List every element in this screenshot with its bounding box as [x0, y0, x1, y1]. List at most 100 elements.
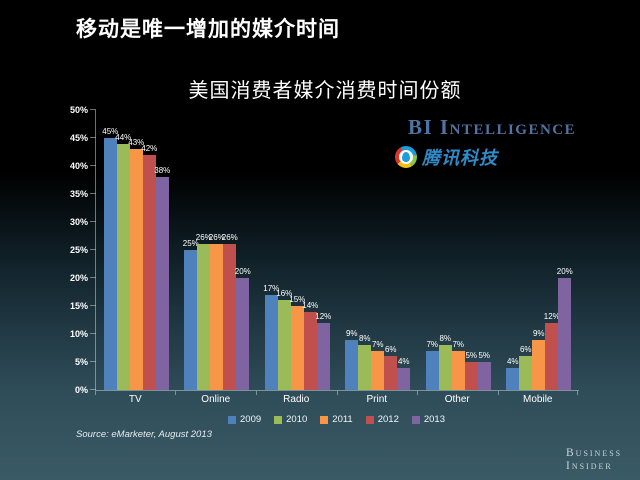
- legend-swatch: [228, 415, 236, 424]
- bar-column: 16%: [276, 110, 293, 390]
- bar-value-label: 5%: [465, 351, 478, 360]
- bar: [129, 149, 143, 390]
- bi-intelligence-logo: BI Intelligence: [408, 115, 577, 139]
- bar-value-label: 16%: [276, 289, 293, 299]
- category-label: Mobile: [523, 394, 553, 405]
- bar: [477, 362, 491, 390]
- y-axis-tick-label: 15%: [69, 301, 88, 311]
- category-label: Other: [444, 394, 470, 405]
- bar-value-label: 8%: [358, 334, 371, 344]
- y-axis-tick-mark: [90, 333, 96, 334]
- bar-value-label: 8%: [439, 334, 452, 344]
- bar-column: 20%: [234, 110, 251, 390]
- bar-column: 17%: [263, 110, 279, 390]
- bar: [155, 177, 169, 390]
- bar-column: 5%: [477, 110, 491, 390]
- bar-group: 4% 6% 9% 12% 20%: [499, 110, 580, 390]
- bar: [236, 278, 250, 390]
- bar-column: 4%: [506, 110, 520, 390]
- bar: [316, 322, 330, 390]
- y-axis-tick-mark: [90, 193, 96, 194]
- category-label: Radio: [283, 394, 310, 405]
- x-axis-tick-mark: [175, 391, 177, 395]
- bar: [210, 244, 224, 390]
- y-axis-tick-label: 50%: [69, 105, 88, 115]
- bar: [397, 367, 411, 390]
- bar-value-label: 20%: [234, 267, 251, 276]
- bar-column: 4%: [397, 110, 411, 390]
- bar-value-label: 5%: [478, 351, 491, 360]
- y-axis-tick-label: 35%: [69, 189, 88, 199]
- bar-column: 38%: [154, 110, 170, 390]
- legend-label: 2011: [332, 414, 353, 425]
- source-note: Source: eMarketer, August 2013: [76, 429, 212, 440]
- bar-column: 26%: [208, 110, 225, 390]
- category-label: Print: [366, 394, 388, 405]
- bar: [425, 350, 439, 390]
- bar: [223, 244, 237, 390]
- bar-value-label: 45%: [102, 127, 119, 136]
- bar: [103, 138, 117, 390]
- bar-column: 7%: [451, 110, 465, 390]
- chart-title: 美国消费者媒介消费时间份额: [188, 80, 462, 102]
- y-axis-tick-mark: [90, 277, 96, 278]
- bar: [464, 362, 478, 390]
- business-insider-logo: Business Insider: [566, 447, 622, 473]
- bar-column: 44%: [115, 110, 132, 390]
- bar: [184, 250, 198, 390]
- bar-value-label: 42%: [141, 143, 158, 153]
- bar: [519, 356, 533, 390]
- bar: [345, 339, 359, 390]
- legend: 2009 2010 2011 2012 2013: [95, 414, 578, 425]
- x-axis-tick-mark: [416, 391, 418, 395]
- bar: [303, 311, 317, 390]
- bar-value-label: 12%: [543, 311, 560, 321]
- bar-column: 8%: [438, 110, 452, 390]
- bar: [371, 350, 385, 390]
- bar-value-label: 7%: [371, 339, 384, 349]
- bar-column: 25%: [182, 110, 199, 390]
- bar-value-label: 26%: [208, 233, 225, 243]
- bar-value-label: 4%: [506, 356, 519, 366]
- plot-area: 45% 44% 43% 42% 38% 25% 26% 26% 26% 20% 17% 16% 15% 1…: [90, 109, 580, 391]
- y-axis-tick-mark: [90, 137, 96, 138]
- bar: [532, 339, 546, 390]
- bar-value-label: 26%: [195, 233, 212, 243]
- bar-value-label: 9%: [532, 328, 545, 338]
- category-label: Online: [201, 394, 231, 405]
- bar: [277, 300, 291, 390]
- legend-item: 2012: [365, 414, 399, 425]
- bar-value-label: 25%: [182, 239, 199, 248]
- bar: [384, 356, 398, 390]
- legend-label: 2010: [286, 414, 308, 425]
- y-axis-tick-mark: [90, 389, 96, 390]
- bar: [558, 278, 572, 390]
- bar-column: 20%: [556, 110, 573, 390]
- x-axis-tick-mark: [497, 391, 499, 395]
- bar-group: 7% 8% 7% 5% 5%: [418, 110, 499, 390]
- y-axis-tick-mark: [90, 305, 96, 306]
- y-axis-tick-mark: [90, 249, 96, 250]
- category-label: TV: [128, 394, 142, 405]
- y-axis-tick-mark: [90, 165, 96, 166]
- legend-swatch: [320, 415, 329, 424]
- bar-group: 25% 26% 26% 26% 20%: [177, 110, 258, 390]
- tencent-logo-text: 腾讯科技: [422, 148, 498, 168]
- y-axis-tick-label: 5%: [74, 357, 88, 367]
- bar-column: 8%: [358, 110, 372, 390]
- y-axis-tick-label: 40%: [69, 161, 88, 171]
- legend-item: 2011: [320, 414, 353, 425]
- bar-value-label: 44%: [115, 132, 132, 142]
- legend-label: 2009: [240, 414, 262, 425]
- bar: [142, 154, 156, 390]
- bar-column: 6%: [384, 110, 398, 390]
- business-insider-logo-line1: Business: [566, 447, 623, 459]
- legend-item: 2013: [411, 414, 445, 425]
- bar-column: 14%: [302, 110, 318, 390]
- page-title: 移动是唯一增加的媒介时间: [76, 18, 340, 41]
- business-insider-logo-line2: Insider: [566, 460, 613, 473]
- tencent-tech-logo: 腾讯科技: [395, 144, 498, 170]
- bar-column: 15%: [289, 110, 305, 390]
- bar-value-label: 20%: [556, 267, 573, 276]
